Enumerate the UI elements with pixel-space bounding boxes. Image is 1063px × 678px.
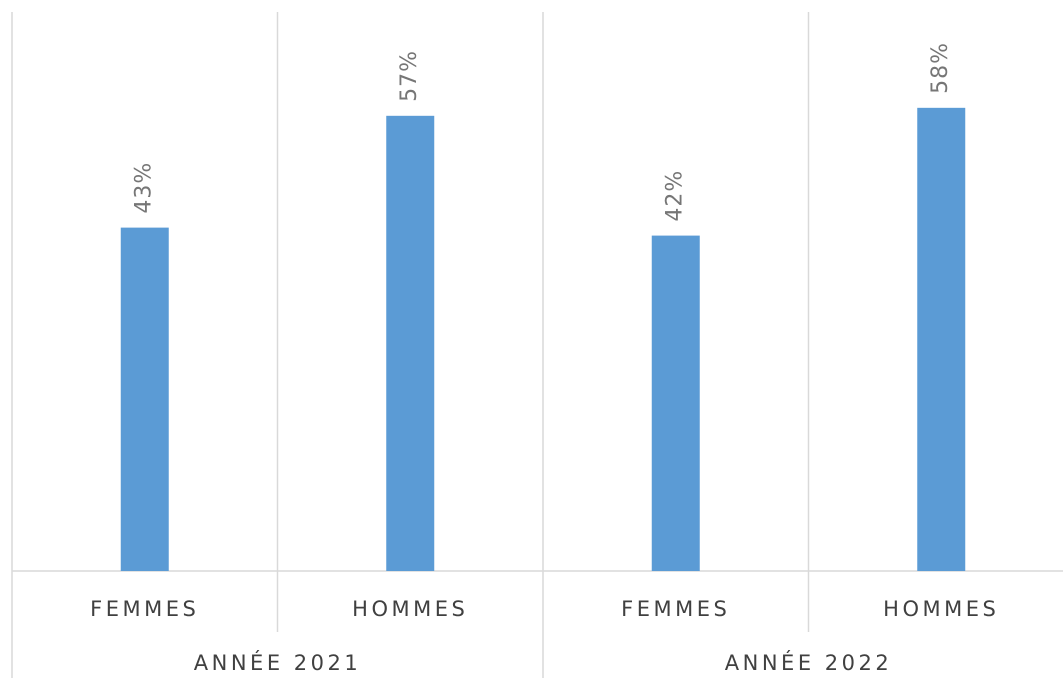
value-label: 57% (397, 50, 422, 102)
x-tick-label: FEMMES (621, 597, 730, 621)
bar (120, 227, 169, 571)
value-label: 42% (663, 170, 688, 222)
group-label: ANNÉE 2021 (194, 650, 361, 675)
value-label: 58% (928, 42, 953, 94)
x-tick-label: HOMMES (352, 597, 468, 621)
bar (386, 115, 435, 572)
bar (917, 107, 966, 571)
x-tick-label: FEMMES (90, 597, 199, 621)
value-label: 43% (132, 162, 157, 214)
x-tick-label: HOMMES (883, 597, 999, 621)
group-label: ANNÉE 2022 (725, 650, 892, 675)
bar (651, 235, 700, 571)
